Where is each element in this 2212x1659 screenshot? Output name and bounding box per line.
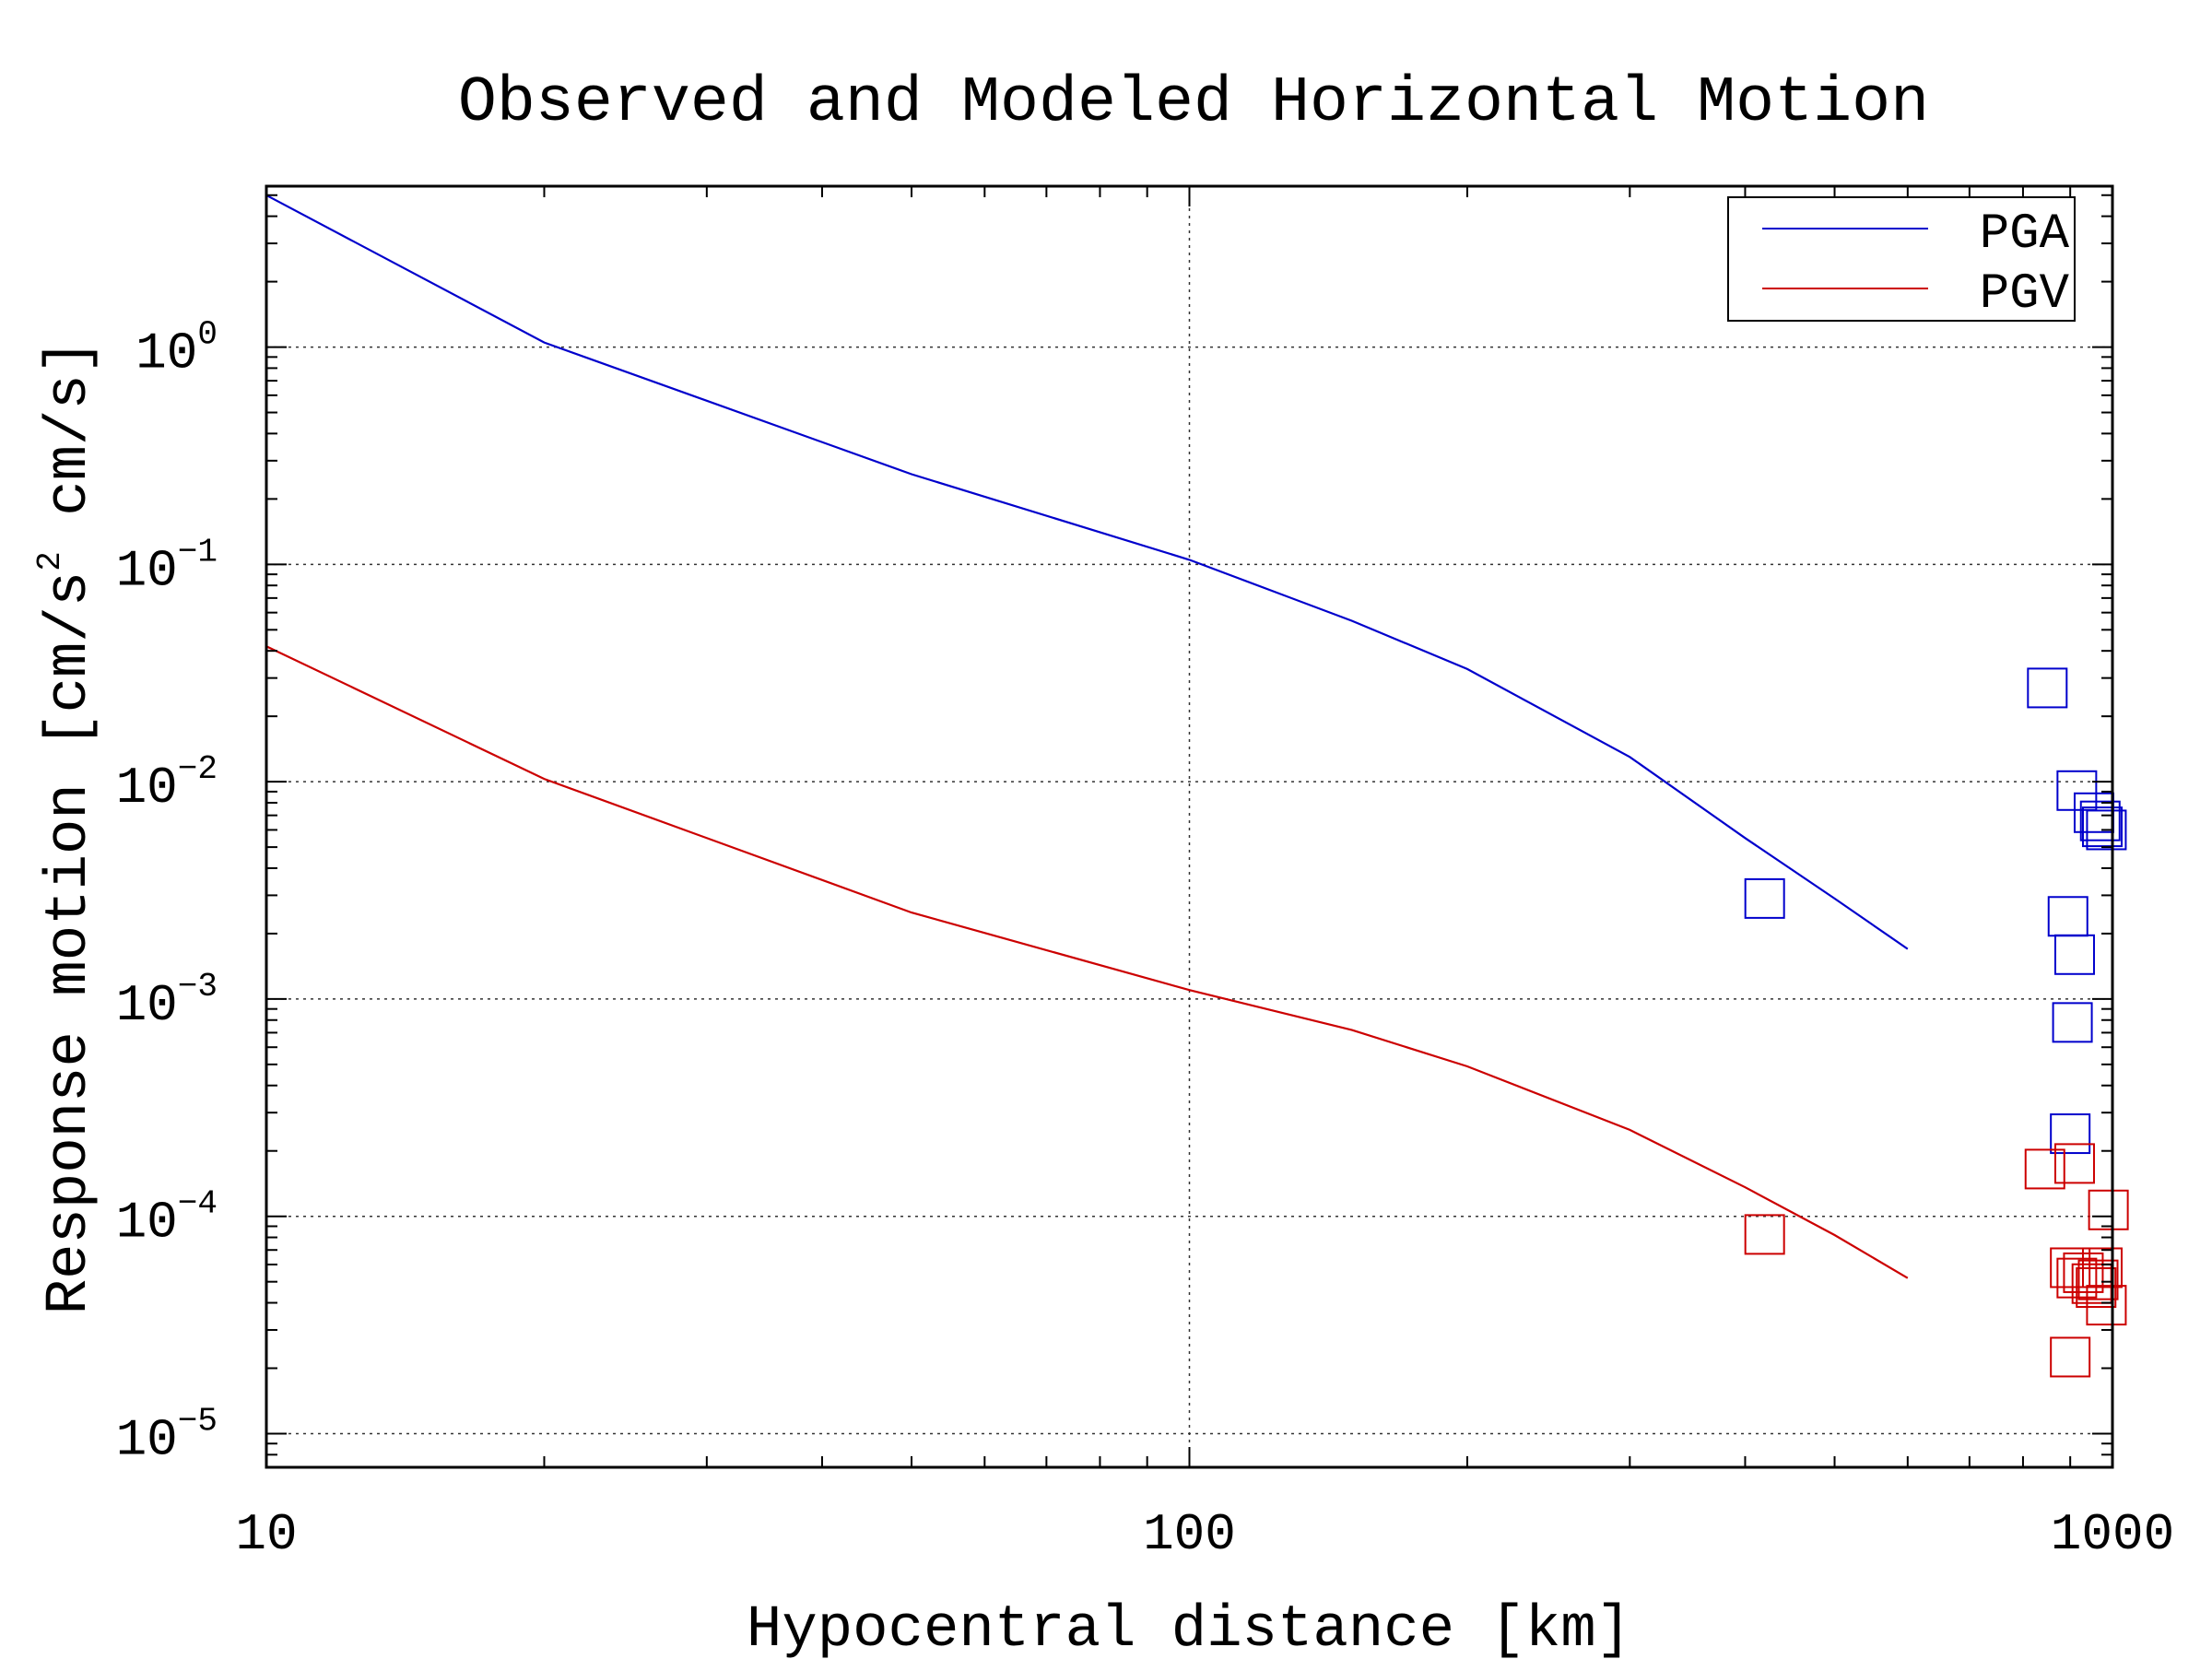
y-tick-label: 10−1	[116, 533, 218, 600]
legend-box	[1727, 196, 2076, 322]
x-axis-label: Hypocentral distance [km]	[747, 1597, 1631, 1659]
data-point-pgv	[2077, 1259, 2119, 1300]
plot-series	[265, 194, 2129, 1378]
y-axis-label-main: Response motion [cm/s	[37, 571, 103, 1315]
minor-ticks	[265, 186, 2113, 1467]
data-point-pgv	[2053, 1143, 2095, 1184]
y-tick-base: 10	[116, 1410, 178, 1469]
data-point-pgv	[2088, 1189, 2129, 1230]
data-point-pga	[2086, 809, 2127, 851]
y-tick-base: 10	[116, 759, 178, 818]
data-point-pga	[1744, 877, 1785, 919]
data-point-pga	[2056, 770, 2098, 811]
data-point-pgv	[2024, 1148, 2065, 1190]
y-axis-label: Response motion [cm/s2 cm/s]	[31, 339, 103, 1315]
y-tick-base: 10	[116, 541, 178, 600]
data-point-pgv	[1744, 1214, 1785, 1255]
y-tick-base: 10	[135, 324, 197, 383]
data-point-pga	[2047, 896, 2088, 937]
data-point-pga	[2081, 806, 2123, 848]
y-tick-label: 100	[135, 316, 218, 383]
series-line-pga	[265, 194, 1909, 950]
data-point-pgv	[2086, 1285, 2127, 1326]
x-tick-label: 100	[1143, 1505, 1236, 1564]
data-point-pga	[2027, 667, 2068, 709]
series-line-pgv	[265, 645, 1909, 1279]
y-tick-label: 10−4	[116, 1185, 218, 1253]
y-tick-base: 10	[116, 976, 178, 1035]
data-point-pga	[2052, 1002, 2093, 1043]
y-tick-exponent: 0	[197, 316, 218, 354]
y-tick-label: 10−3	[116, 968, 218, 1035]
data-point-pga	[2079, 800, 2121, 841]
x-tick-label: 1000	[2051, 1505, 2174, 1564]
data-point-pgv	[2063, 1252, 2104, 1293]
y-tick-exponent: −2	[178, 750, 218, 788]
chart-title: Observed and Modeled Horizontal Motion	[458, 67, 1929, 140]
x-tick-labels: 10 100 1000	[235, 1505, 2174, 1564]
data-point-pga	[2050, 1113, 2091, 1155]
x-tick-label: 10	[235, 1505, 297, 1564]
y-tick-label: 10−2	[116, 750, 218, 818]
data-point-pga	[2053, 934, 2095, 975]
y-tick-exponent: −4	[178, 1185, 218, 1223]
legend-label-pga: PGA	[1980, 206, 2070, 263]
data-point-pgv	[2050, 1336, 2091, 1378]
grid	[266, 186, 2112, 1467]
y-tick-exponent: −1	[178, 533, 218, 571]
y-tick-base: 10	[116, 1194, 178, 1253]
legend-label-pgv: PGV	[1980, 266, 2070, 323]
y-tick-exponent: −5	[178, 1402, 218, 1440]
y-axis-label-rest: cm/s]	[37, 339, 103, 551]
y-tick-label: 10−5	[116, 1402, 218, 1469]
data-point-pgv	[2076, 1267, 2117, 1309]
y-tick-exponent: −3	[178, 968, 218, 1006]
legend: PGA PGV	[1727, 196, 2076, 323]
y-axis-label-superscript: 2	[31, 551, 69, 571]
